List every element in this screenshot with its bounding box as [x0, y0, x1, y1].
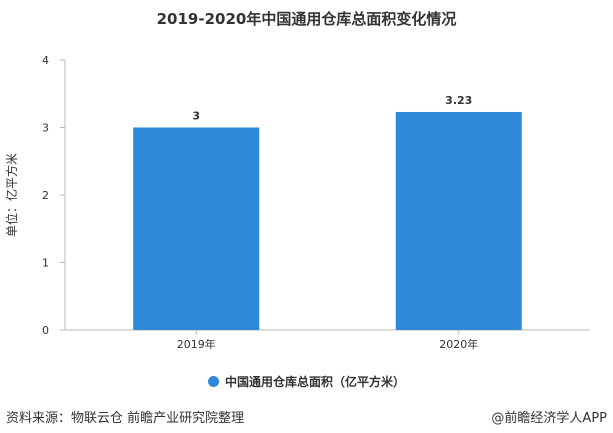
- bar: [395, 111, 522, 330]
- y-axis-label: 单位：亿平方米: [4, 153, 19, 237]
- legend: 中国通用仓库总面积（亿平方米）: [0, 373, 613, 390]
- legend-swatch: [207, 376, 219, 387]
- bar-chart: 0 1 2 3 4 单位：亿平方米 3 2019年 3.23 2020年: [4, 54, 590, 351]
- data-label: 3: [192, 110, 200, 123]
- chart-title: 2019-2020年中国通用仓库总面积变化情况: [156, 10, 457, 28]
- legend-label: 中国通用仓库总面积（亿平方米）: [224, 375, 405, 389]
- y-tick-label: 1: [42, 257, 49, 270]
- credit-note: @前瞻经济学人APP: [491, 411, 607, 426]
- x-tick-label: 2020年: [439, 337, 478, 351]
- y-tick-label: 3: [42, 122, 49, 135]
- bar: [133, 127, 260, 330]
- y-tick-label: 0: [42, 324, 49, 337]
- data-label: 3.23: [445, 94, 472, 107]
- y-tick-label: 4: [42, 54, 49, 67]
- x-tick-label: 2019年: [177, 337, 216, 351]
- source-note: 资料来源：物联云仓 前瞻产业研究院整理: [6, 411, 245, 426]
- y-tick-label: 2: [42, 189, 49, 202]
